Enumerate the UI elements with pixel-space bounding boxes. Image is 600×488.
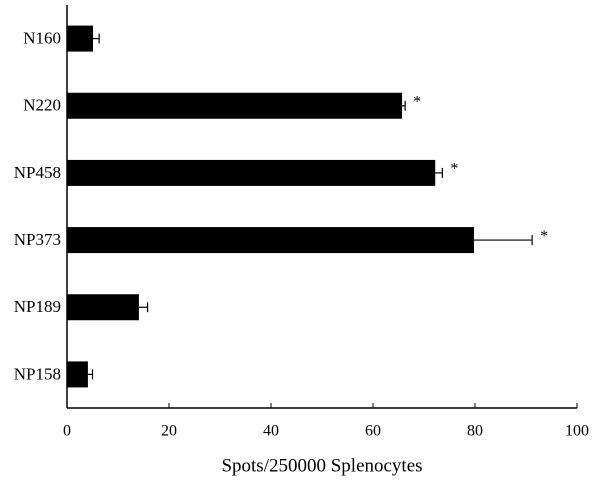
bar xyxy=(67,227,474,254)
y-tick-label: NP458 xyxy=(14,163,61,182)
bar xyxy=(67,159,436,186)
x-axis-label: Spots/250000 Splenocytes xyxy=(221,455,422,476)
y-tick-label: NP189 xyxy=(14,297,61,316)
y-tick-label: N160 xyxy=(23,28,61,47)
bar xyxy=(67,294,139,321)
significance-marker: * xyxy=(540,228,548,245)
y-tick-label: N220 xyxy=(23,96,61,115)
x-tick-label: 40 xyxy=(263,423,279,440)
y-tick-label: NP158 xyxy=(14,364,61,383)
x-tick-label: 20 xyxy=(161,423,177,440)
x-tick-label: 60 xyxy=(365,423,381,440)
x-tick-label: 80 xyxy=(467,423,483,440)
x-tick-label: 0 xyxy=(63,423,71,440)
bar xyxy=(67,92,403,119)
significance-marker: * xyxy=(450,161,458,178)
bar xyxy=(67,361,88,388)
bar xyxy=(67,25,94,52)
x-tick-label: 100 xyxy=(565,423,589,440)
y-tick-label: NP373 xyxy=(14,230,61,249)
significance-marker: * xyxy=(413,93,421,110)
